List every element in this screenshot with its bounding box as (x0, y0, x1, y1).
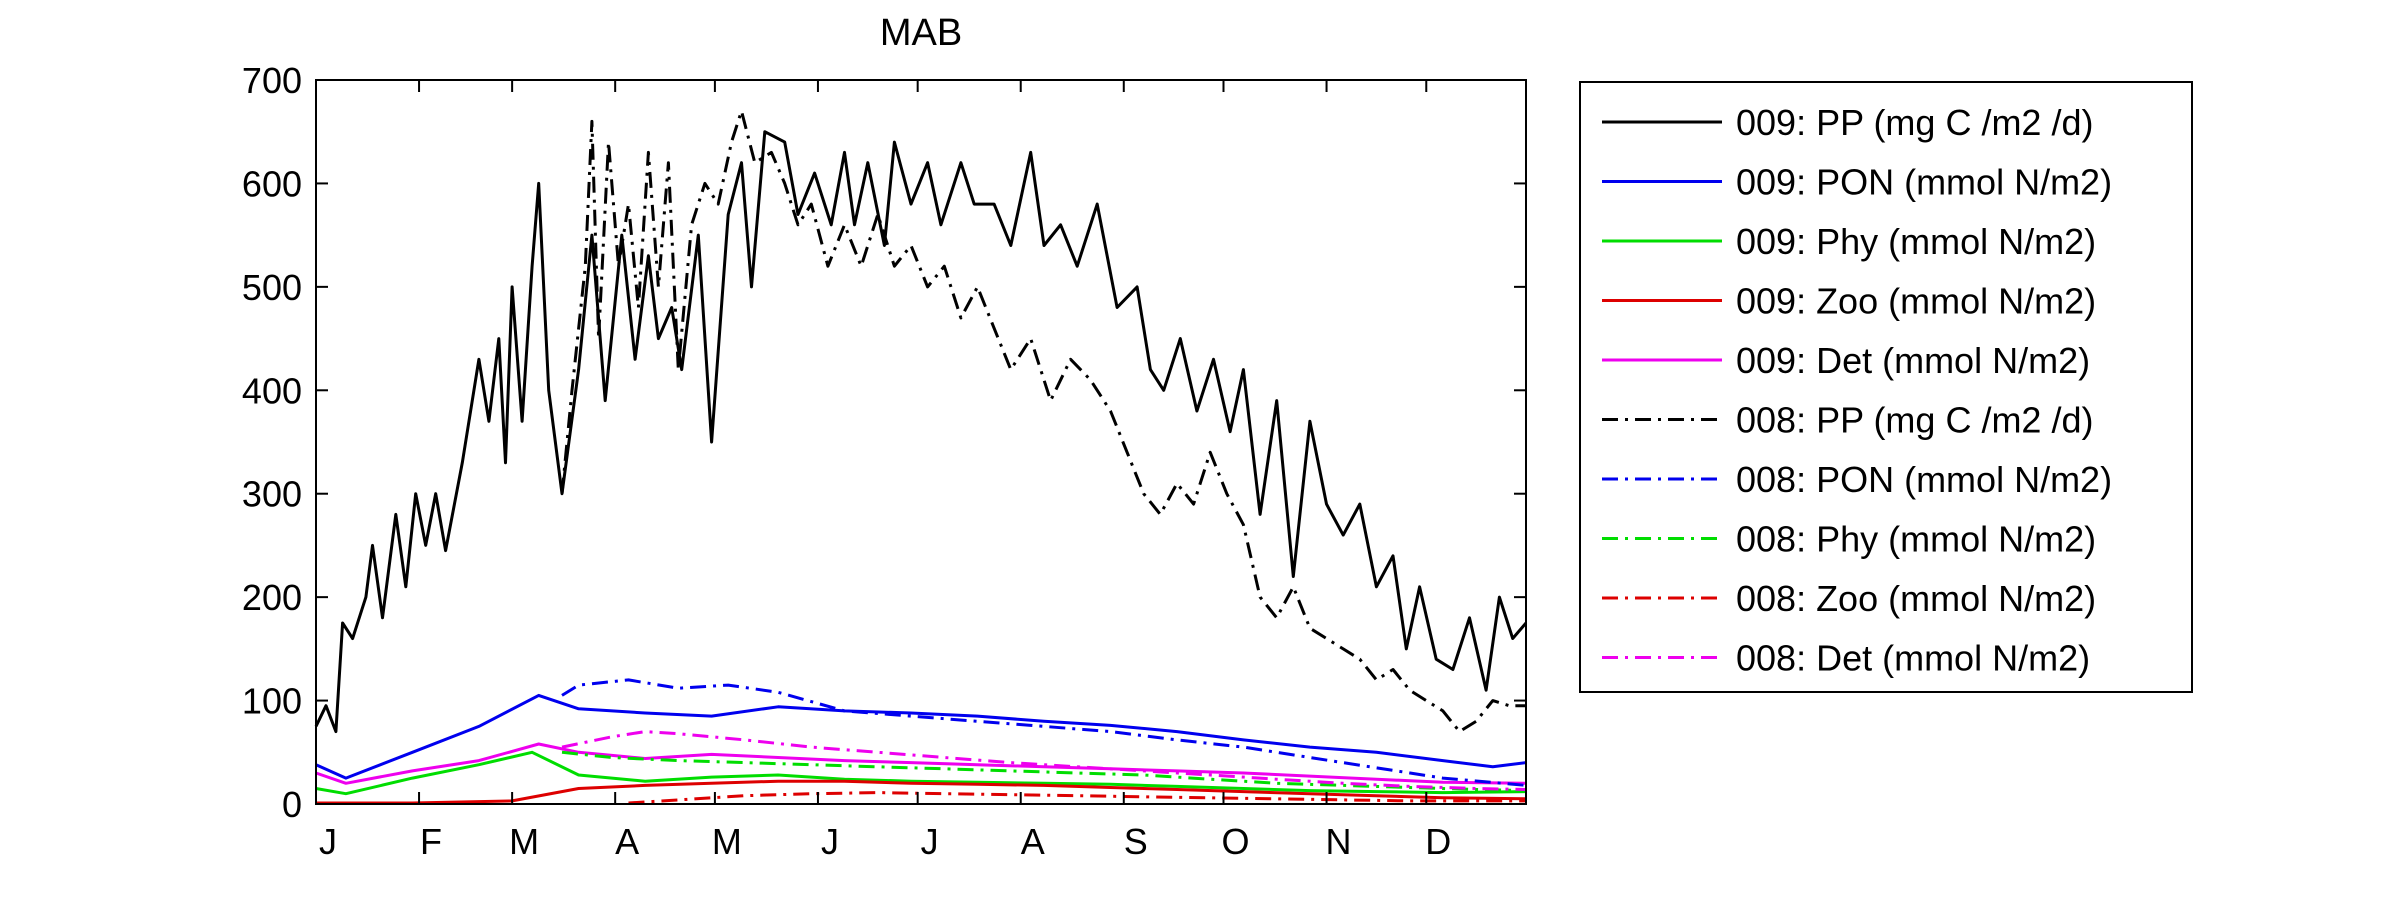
y-tick-label-7: 700 (242, 60, 302, 101)
legend-label-6: 008: PON (mmol N/m2) (1736, 459, 2112, 500)
x-tick-label-3: A (615, 821, 639, 862)
chart-title: MAB (880, 12, 962, 54)
series-line-3 (316, 779, 1527, 805)
legend-label-1: 009: PON (mmol N/m2) (1736, 162, 2112, 203)
legend-label-7: 008: Phy (mmol N/m2) (1736, 519, 2096, 560)
legend-box (1579, 81, 2193, 693)
x-tick-label-10: N (1326, 821, 1352, 862)
series-line-2 (315, 750, 1527, 796)
y-tick-label-6: 600 (242, 163, 302, 204)
x-tick-label-5: J (821, 821, 839, 862)
x-tick-label-7: A (1021, 821, 1045, 862)
y-tick-label-3: 300 (242, 474, 302, 515)
x-tick-label-9: O (1221, 821, 1249, 862)
y-tick-label-1: 100 (242, 681, 302, 722)
x-tick-label-0: J (319, 821, 337, 862)
series-line-0 (314, 130, 1528, 734)
series-line-9 (561, 730, 1527, 791)
series-line-8 (628, 791, 1526, 805)
series-line-1 (315, 693, 1527, 780)
legend-label-2: 009: Phy (mmol N/m2) (1736, 221, 2096, 262)
legend: 009: PP (mg C /m2 /d) 009: PON (mmol N/m2… (1579, 81, 2193, 693)
series-line-6 (561, 678, 1527, 787)
series-line-7 (561, 750, 1527, 793)
plot-frame (315, 79, 1527, 805)
legend-label-4: 009: Det (mmol N/m2) (1736, 340, 2090, 381)
plot-lines (314, 109, 1528, 805)
x-tick-label-2: M (509, 821, 539, 862)
y-tick-label-2: 200 (242, 577, 302, 618)
legend-label-3: 009: Zoo (mmol N/m2) (1736, 281, 2096, 322)
y-tick-label-0: 0 (282, 784, 302, 825)
x-tick-label-6: J (921, 821, 939, 862)
legend-label-0: 009: PP (mg C /m2 /d) (1736, 102, 2093, 143)
x-tick-label-8: S (1124, 821, 1148, 862)
y-tick-label-4: 400 (242, 370, 302, 411)
series-line-5 (560, 109, 1526, 734)
y-tick-label-5: 500 (242, 267, 302, 308)
x-tick-label-11: D (1425, 821, 1451, 862)
x-tick-label-4: M (712, 821, 742, 862)
x-tick-label-1: F (420, 821, 442, 862)
series-line-4 (315, 742, 1527, 785)
y-axis: 0 100 200 300 400 500 600 700 (242, 60, 1526, 825)
legend-label-8: 008: Zoo (mmol N/m2) (1736, 578, 2096, 619)
legend-label-5: 008: PP (mg C /m2 /d) (1736, 400, 2093, 441)
legend-label-9: 008: Det (mmol N/m2) (1736, 638, 2090, 679)
